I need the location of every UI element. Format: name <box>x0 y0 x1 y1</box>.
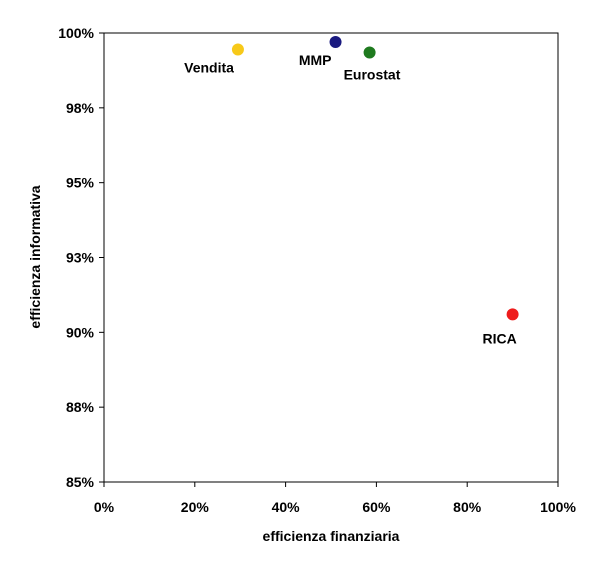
x-axis: 0% 20% 40% 60% 80% 100% <box>94 482 576 515</box>
data-point-eurostat <box>363 46 376 59</box>
x-tick-label: 20% <box>181 499 210 515</box>
data-label-eurostat: Eurostat <box>344 66 401 82</box>
x-axis-title: efficienza finanziaria <box>263 528 400 544</box>
data-label-mmp: MMP <box>299 52 332 68</box>
y-axis: 100% 98% 95% 93% 90% 88% 85% <box>58 25 104 490</box>
data-point-vendita <box>231 43 244 56</box>
y-tick-label: 85% <box>66 474 95 490</box>
x-tick-label: 0% <box>94 499 115 515</box>
data-point-rica <box>506 308 519 321</box>
y-tick-label: 98% <box>66 100 95 116</box>
y-tick-label: 88% <box>66 399 95 415</box>
plot-area <box>103 32 559 483</box>
x-tick-label: 80% <box>453 499 482 515</box>
y-tick-label: 90% <box>66 324 95 340</box>
y-axis-title: efficienza informativa <box>27 185 43 328</box>
data-points: Vendita MMP Eurostat RICA <box>184 35 519 346</box>
data-label-vendita: Vendita <box>184 59 234 75</box>
x-tick-label: 40% <box>272 499 301 515</box>
x-tick-label: 60% <box>362 499 391 515</box>
y-tick-label: 95% <box>66 175 95 191</box>
x-tick-label: 100% <box>540 499 576 515</box>
data-label-rica: RICA <box>482 330 516 346</box>
data-point-mmp <box>329 35 342 48</box>
y-tick-label: 100% <box>58 25 94 41</box>
y-tick-label: 93% <box>66 250 95 266</box>
